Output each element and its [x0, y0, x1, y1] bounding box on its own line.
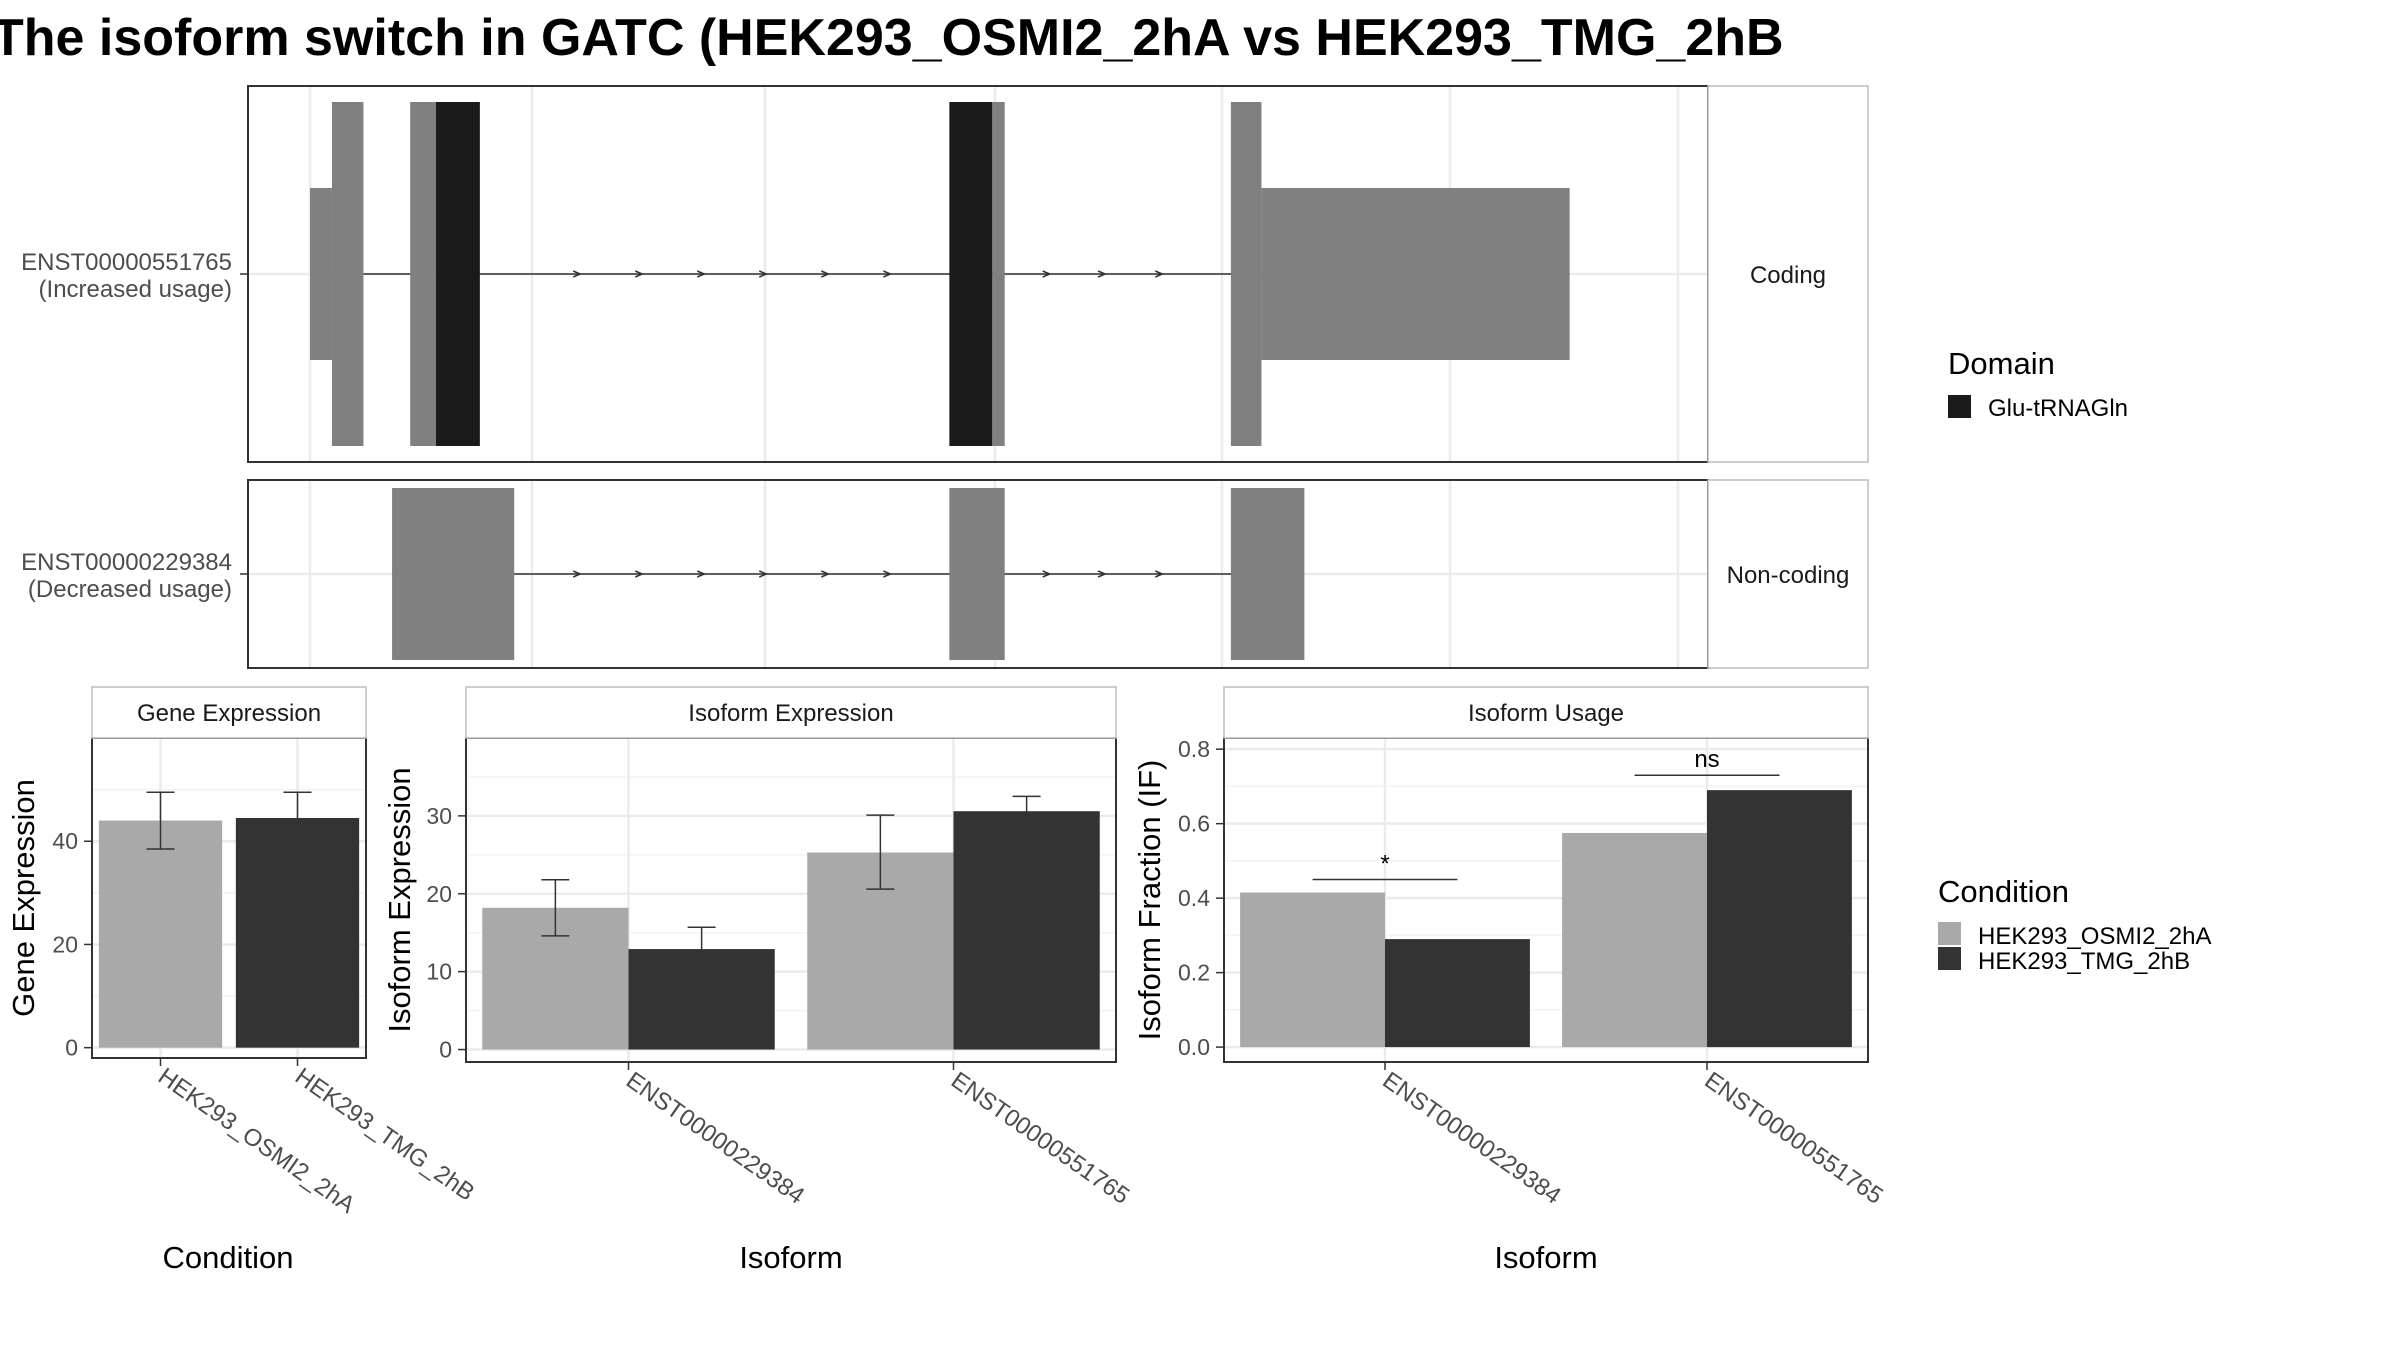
bar	[1385, 939, 1530, 1048]
significance-label: ns	[1694, 746, 1719, 773]
facet-strip	[1707, 479, 1869, 669]
y-tick-label: 0.8	[1178, 736, 1210, 762]
panel-title: Isoform Expression	[688, 700, 893, 727]
bar	[235, 818, 360, 1048]
panel-title: Isoform Usage	[1468, 700, 1624, 727]
facet-strip-label: Non-coding	[1727, 562, 1850, 589]
transcript-id-label: ENST00000229384	[21, 549, 232, 576]
condition-legend-label: HEK293_TMG_2hB	[1978, 948, 2190, 975]
condition-legend-label: HEK293_OSMI2_2hA	[1978, 923, 2211, 950]
intron-direction-arrow	[696, 270, 707, 278]
condition-legend-title: Condition	[1938, 874, 2069, 909]
transcript-usage-label: (Increased usage)	[39, 276, 232, 303]
exon-block	[1230, 488, 1305, 660]
y-tick-label: 0.2	[1178, 960, 1210, 986]
x-axis-title: Isoform	[1494, 1240, 1597, 1275]
domain-exon-block	[949, 102, 993, 446]
intron-direction-arrow	[883, 570, 893, 578]
domain-legend-title: Domain	[1948, 346, 2055, 381]
intron-direction-arrow	[696, 570, 707, 578]
y-tick-label: 0.6	[1178, 811, 1210, 837]
intron-direction-arrow	[634, 270, 645, 278]
transcript-structure-panel: Coding ENST00000551765(Increased usage) No…	[21, 85, 1869, 669]
facet-strip-label: Coding	[1750, 262, 1826, 289]
panel-title: Gene Expression	[137, 700, 321, 727]
bar	[1707, 790, 1852, 1048]
x-axis-title: Isoform	[739, 1240, 842, 1275]
y-axis-title: Gene Expression	[6, 779, 41, 1017]
panel-strip	[91, 686, 367, 739]
exon-block	[410, 102, 436, 446]
intron-direction-arrow	[758, 270, 769, 278]
y-tick-label: 0.0	[1178, 1034, 1210, 1060]
domain-exon-block	[435, 102, 480, 446]
y-tick-label: 0.4	[1178, 885, 1210, 911]
domain-legend-key	[1948, 395, 1971, 418]
y-tick-label: 30	[426, 803, 452, 829]
exon-block	[949, 488, 1005, 660]
exon-block	[331, 102, 364, 446]
y-tick-label: 10	[426, 959, 452, 985]
exon-block	[1261, 188, 1570, 360]
intron-direction-arrow	[1097, 570, 1107, 578]
bar	[1562, 832, 1707, 1048]
intron-direction-arrow	[572, 270, 583, 278]
condition-legend-key	[1938, 947, 1961, 970]
y-axis-title: Isoform Fraction (IF)	[1132, 760, 1167, 1041]
bar	[98, 820, 223, 1048]
intron-direction-arrow	[821, 270, 831, 278]
y-tick-label: 20	[52, 931, 78, 957]
exon-block	[392, 488, 515, 660]
intron-direction-arrow	[1155, 570, 1165, 578]
x-tick-label: ENST00000229384	[621, 1067, 809, 1210]
figure-title: The isoform switch in GATC (HEK293_OSMI2…	[0, 9, 1784, 67]
intron-direction-arrow	[758, 570, 769, 578]
domain-legend-label: Glu-tRNAGln	[1988, 395, 2128, 422]
transcript-usage-label: (Decreased usage)	[28, 576, 232, 603]
facet-strip	[1707, 85, 1869, 463]
bar	[1240, 892, 1385, 1048]
domain-legend: Domain Glu-tRNAGln	[1948, 346, 2128, 422]
y-tick-label: 0	[439, 1037, 452, 1063]
panel-strip	[465, 686, 1117, 739]
significance-label: *	[1380, 851, 1389, 878]
intron-direction-arrow	[1042, 570, 1052, 578]
y-tick-label: 20	[426, 881, 452, 907]
exon-block	[992, 102, 1005, 446]
intron-direction-arrow	[821, 570, 831, 578]
intron-direction-arrow	[572, 570, 583, 578]
x-axis-title: Condition	[163, 1240, 294, 1275]
x-tick-label: ENST00000551765	[946, 1067, 1134, 1210]
exon-block	[310, 188, 332, 360]
y-tick-label: 0	[65, 1035, 78, 1061]
panel-strip	[1223, 686, 1869, 739]
x-tick-label: ENST00000551765	[1700, 1067, 1888, 1210]
y-tick-label: 40	[52, 828, 78, 854]
condition-legend-key	[1938, 922, 1961, 945]
bar	[953, 811, 1100, 1050]
y-axis-title: Isoform Expression	[382, 767, 417, 1032]
intron-direction-arrow	[1097, 270, 1107, 278]
intron-direction-arrow	[1042, 270, 1052, 278]
intron-direction-arrow	[883, 270, 893, 278]
x-tick-label: ENST00000229384	[1378, 1067, 1566, 1210]
intron-direction-arrow	[1155, 270, 1165, 278]
intron-direction-arrow	[634, 570, 645, 578]
transcript-id-label: ENST00000551765	[21, 249, 232, 276]
exon-block	[1230, 102, 1262, 446]
